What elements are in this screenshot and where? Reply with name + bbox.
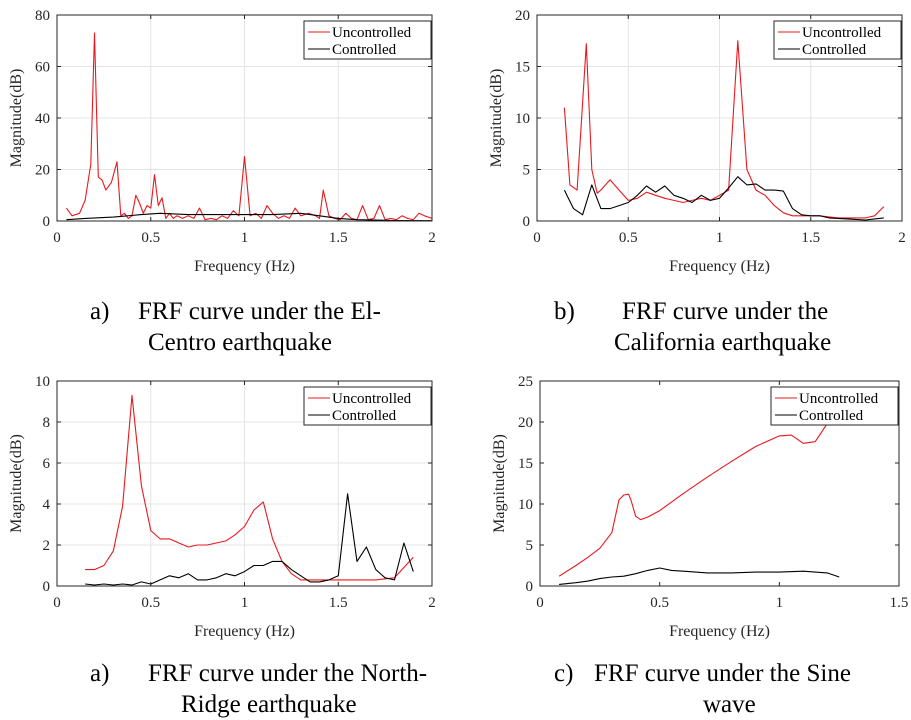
x-tick-label: 0.5 [619, 230, 638, 246]
caption-label: a) [90, 298, 110, 325]
x-tick-label: 1 [241, 595, 249, 611]
legend-box [770, 386, 899, 426]
y-tick-label: 10 [515, 111, 530, 127]
x-axis-label: Frequency (Hz) [194, 623, 295, 640]
y-tick-label: 0 [43, 579, 51, 595]
y-tick-label: 80 [35, 8, 50, 24]
y-tick-label: 0 [43, 214, 51, 230]
x-tick-label: 0.5 [141, 230, 160, 246]
caption-line-2: Ridge earthquake [181, 691, 357, 718]
y-tick-label: 0 [523, 214, 531, 230]
caption-label: b) [554, 298, 575, 325]
y-tick-label: 60 [35, 60, 50, 76]
caption-label: a) [90, 660, 110, 687]
caption-line-1: FRF curve under the North- [148, 660, 428, 687]
series-line-controlled [66, 212, 433, 222]
x-tick-label: 1.5 [890, 595, 909, 611]
x-tick-label: 1.5 [801, 230, 820, 246]
y-tick-label: 25 [518, 374, 533, 390]
y-tick-label: 10 [518, 497, 533, 513]
x-tick-label: 2 [428, 230, 436, 246]
x-axis-label: Frequency (Hz) [194, 258, 295, 275]
legend-label-controlled: Controlled [802, 42, 867, 58]
legend-label-controlled: Controlled [332, 42, 397, 58]
legend-box [303, 20, 432, 60]
y-tick-label: 0 [526, 579, 534, 595]
caption-line-2: wave [703, 691, 756, 718]
legend-box [773, 20, 902, 60]
axes-box [539, 380, 900, 587]
caption-line-1: FRF curve under the Sine [594, 660, 851, 687]
series-line-uncontrolled [558, 423, 828, 577]
x-tick-label: 0 [536, 595, 544, 611]
y-tick-label: 20 [35, 163, 50, 179]
caption-label: c) [554, 660, 574, 687]
x-axis-label: Frequency (Hz) [669, 258, 770, 275]
series-line-controlled [85, 493, 414, 586]
y-tick-label: 6 [43, 456, 51, 472]
series-line-uncontrolled [563, 40, 885, 219]
caption-line-1: FRF curve under the [622, 298, 829, 325]
legend-label-controlled: Controlled [799, 408, 864, 424]
x-tick-label: 0.5 [141, 595, 160, 611]
y-tick-label: 20 [518, 415, 533, 431]
y-tick-label: 5 [526, 538, 534, 554]
x-tick-label: 1 [716, 230, 724, 246]
y-axis-label: Magnitude(dB) [491, 434, 508, 533]
chart-3: 0 0.5 1 1.5 2 0 2 4 6 8 10 Frequency (Hz) Magnitude(… [8, 374, 436, 640]
y-tick-label: 15 [518, 456, 533, 472]
caption-line-2: Centro earthquake [148, 329, 332, 356]
chart-4: 0 0.5 1 1.5 0 5 10 15 20 25 Frequency (Hz) Magnitud… [491, 374, 908, 640]
legend-label-uncontrolled: Uncontrolled [799, 391, 879, 407]
legend-label-uncontrolled: Uncontrolled [332, 391, 412, 407]
x-tick-label: 0 [533, 230, 541, 246]
x-tick-label: 1.5 [329, 230, 348, 246]
legend-label-uncontrolled: Uncontrolled [332, 25, 412, 41]
x-tick-label: 1 [776, 595, 784, 611]
x-tick-label: 0 [53, 230, 61, 246]
caption-line-2: California earthquake [614, 329, 832, 356]
series-line-uncontrolled [85, 394, 414, 581]
legend-label-uncontrolled: Uncontrolled [802, 25, 882, 41]
y-tick-label: 15 [515, 60, 530, 76]
x-tick-label: 1 [241, 230, 249, 246]
y-axis-label: Magnitude(dB) [488, 69, 505, 168]
x-axis-label: Frequency (Hz) [669, 623, 770, 640]
y-tick-label: 5 [523, 163, 531, 179]
y-tick-label: 40 [35, 111, 50, 127]
y-tick-label: 10 [35, 374, 50, 390]
caption-line-1: FRF curve under the El- [138, 298, 382, 325]
x-tick-label: 1.5 [329, 595, 348, 611]
y-tick-label: 8 [43, 415, 51, 431]
x-tick-label: 0.5 [650, 595, 669, 611]
x-tick-label: 2 [898, 230, 906, 246]
y-tick-label: 20 [515, 8, 530, 24]
x-tick-label: 0 [53, 595, 61, 611]
series-line-controlled [563, 176, 884, 221]
series-line-controlled [559, 567, 840, 585]
x-tick-label: 2 [428, 595, 436, 611]
y-tick-label: 4 [43, 497, 51, 513]
legend-box [303, 386, 432, 426]
legend-label-controlled: Controlled [332, 408, 397, 424]
y-axis-label: Magnitude(dB) [8, 69, 25, 168]
y-tick-label: 2 [43, 538, 51, 554]
y-axis-label: Magnitude(dB) [8, 434, 25, 533]
